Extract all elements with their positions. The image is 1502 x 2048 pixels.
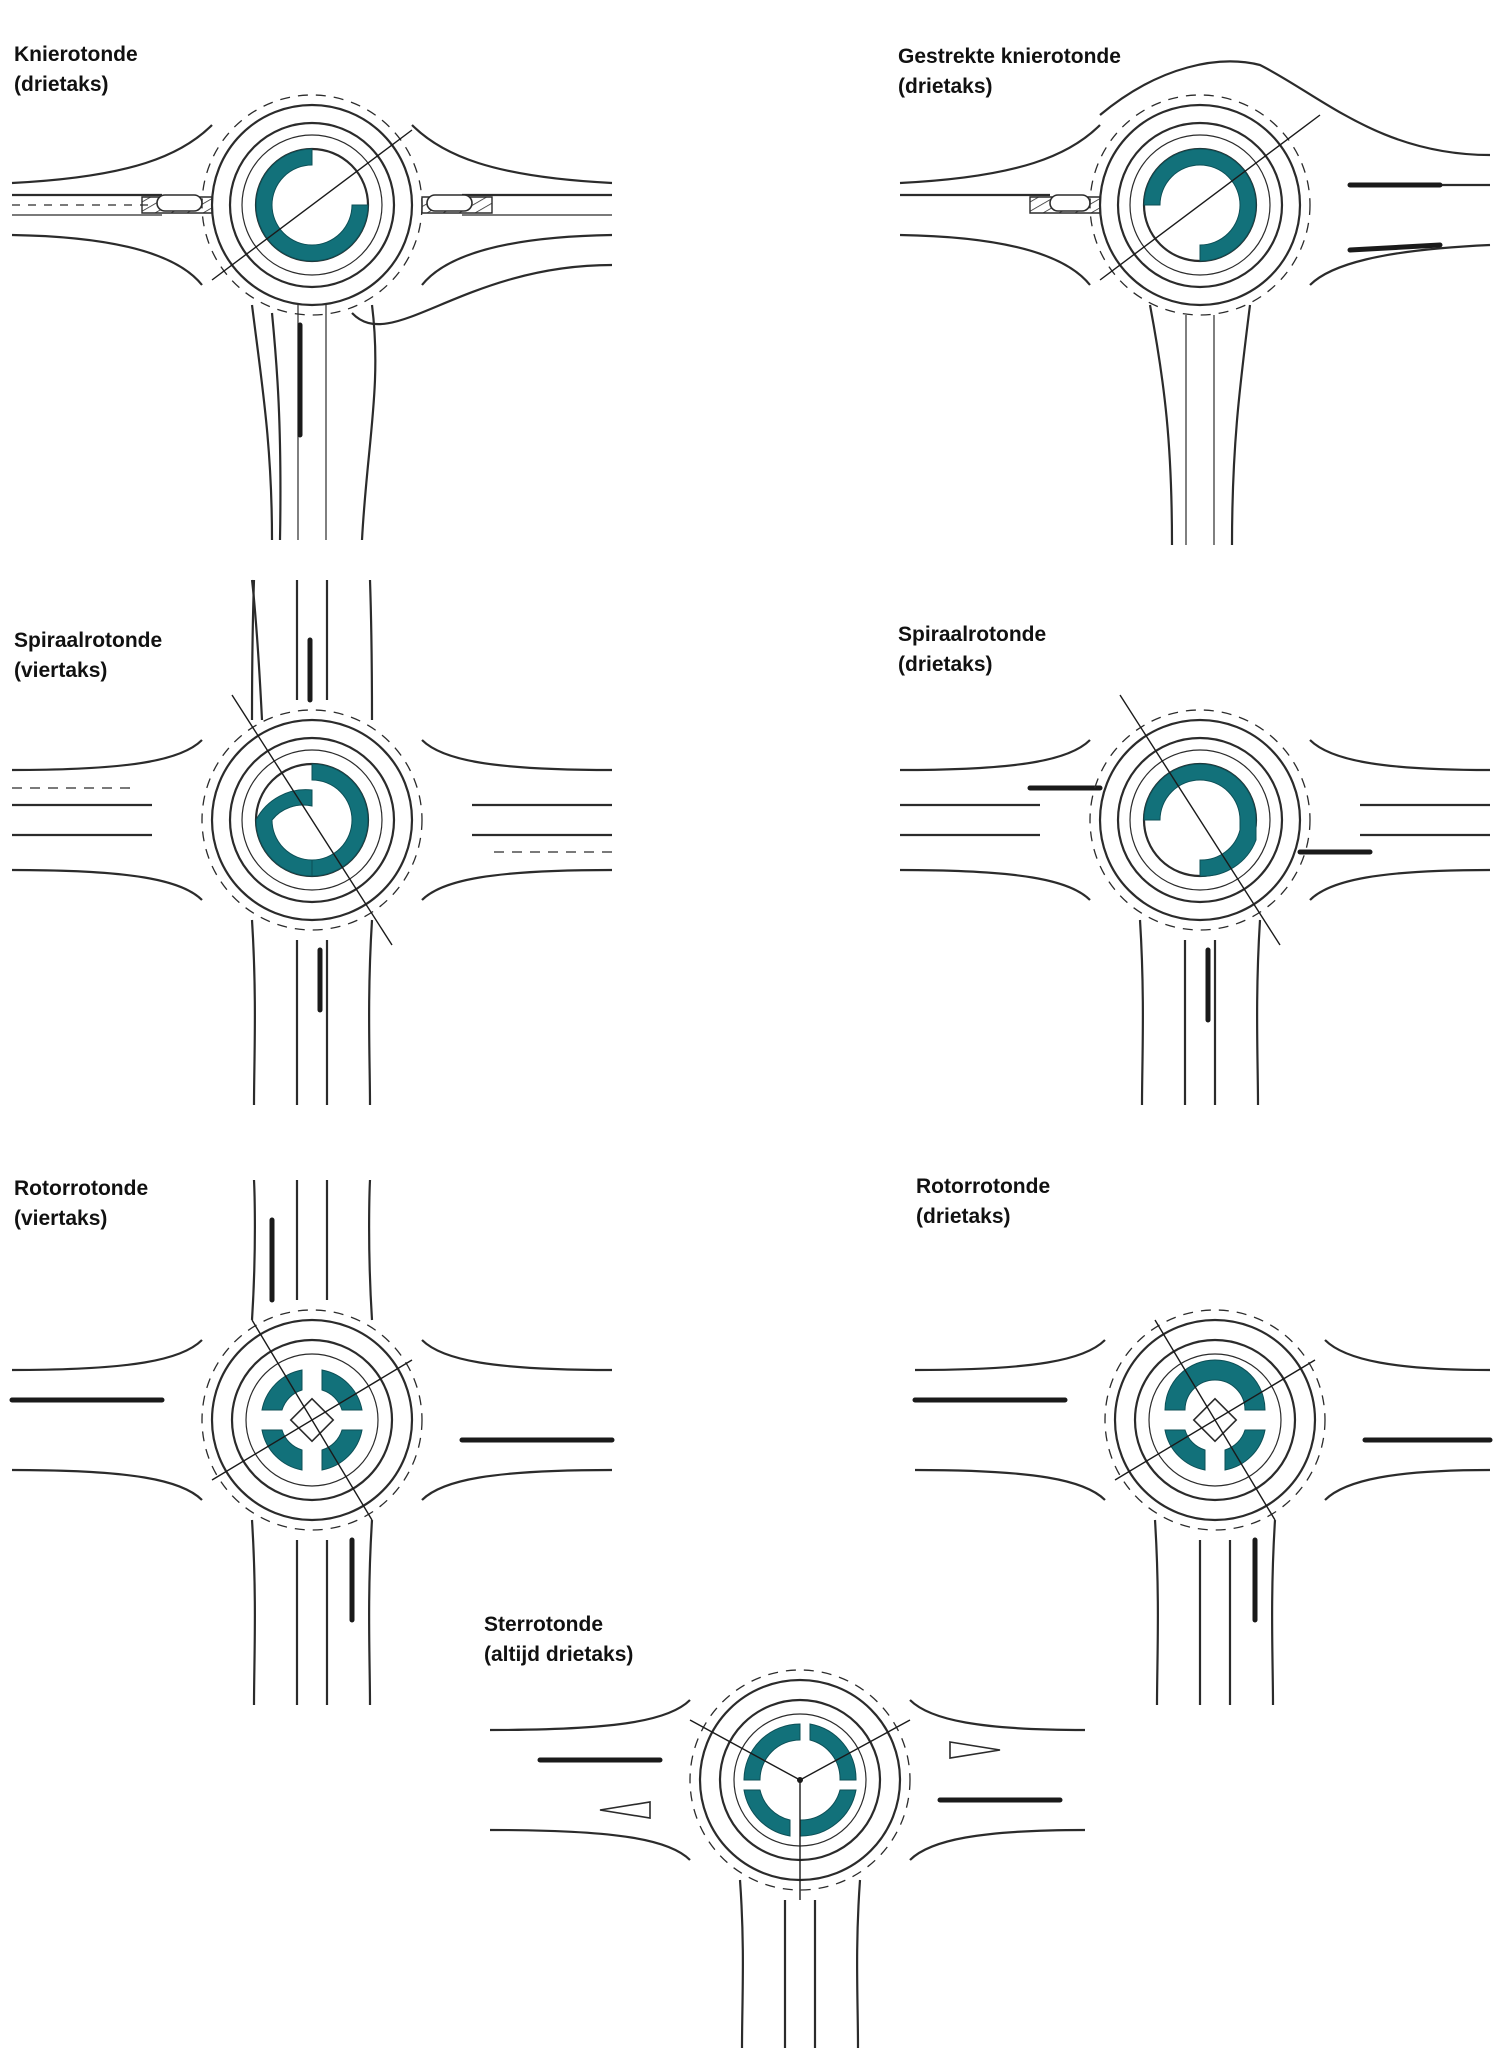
- label-rotorrotonde-viertaks: Rotorrotonde (viertaks): [14, 1177, 149, 1230]
- roundabout-rings: [201, 1309, 423, 1531]
- central-island: [743, 1723, 857, 1837]
- central-island: [1164, 1359, 1266, 1471]
- islands: [1029, 194, 1101, 214]
- diagram-rotorrotonde-viertaks: [9, 1179, 615, 1706]
- label-knierotonde: Knierotonde (drietaks): [14, 43, 138, 96]
- label-sterrotonde: Sterrotonde (altijd drietaks): [484, 1613, 634, 1666]
- label-gestrekte-knierotonde: Gestrekte knierotonde (drietaks): [898, 45, 1121, 98]
- roundabout-rings: [1104, 1309, 1326, 1531]
- label-rotorrotonde-drietaks: Rotorrotonde (drietaks): [916, 1175, 1051, 1228]
- islands: [141, 194, 493, 438]
- road-arms: [11, 579, 613, 1106]
- diagram-rotorrotonde-drietaks: [912, 1309, 1493, 1706]
- diagram-knierotonde: [11, 94, 613, 541]
- label-spiraalrotonde-viertaks: Spiraalrotonde (viertaks): [14, 629, 163, 682]
- central-island: [1143, 148, 1257, 262]
- label-spiraalrotonde-drietaks: Spiraalrotonde (drietaks): [898, 623, 1047, 676]
- diagram-spiraalrotonde-drietaks: [899, 694, 1491, 1106]
- diagram-spiraalrotonde-viertaks: [11, 579, 613, 1106]
- diagram-sterrotonde: [489, 1669, 1086, 2048]
- diagram-gestrekte-knierotonde: [899, 60, 1491, 546]
- roundabout-rings: [1089, 94, 1311, 316]
- road-arms: [899, 739, 1491, 1106]
- road-arms: [11, 124, 613, 541]
- center-dot: [797, 1777, 803, 1783]
- central-island: [1143, 763, 1257, 877]
- road-arms: [489, 1699, 1086, 2048]
- road-arms: [899, 60, 1491, 546]
- central-island: [255, 763, 369, 877]
- road-arms: [912, 1339, 1493, 1706]
- road-arms: [9, 1179, 615, 1706]
- central-island: [255, 148, 369, 262]
